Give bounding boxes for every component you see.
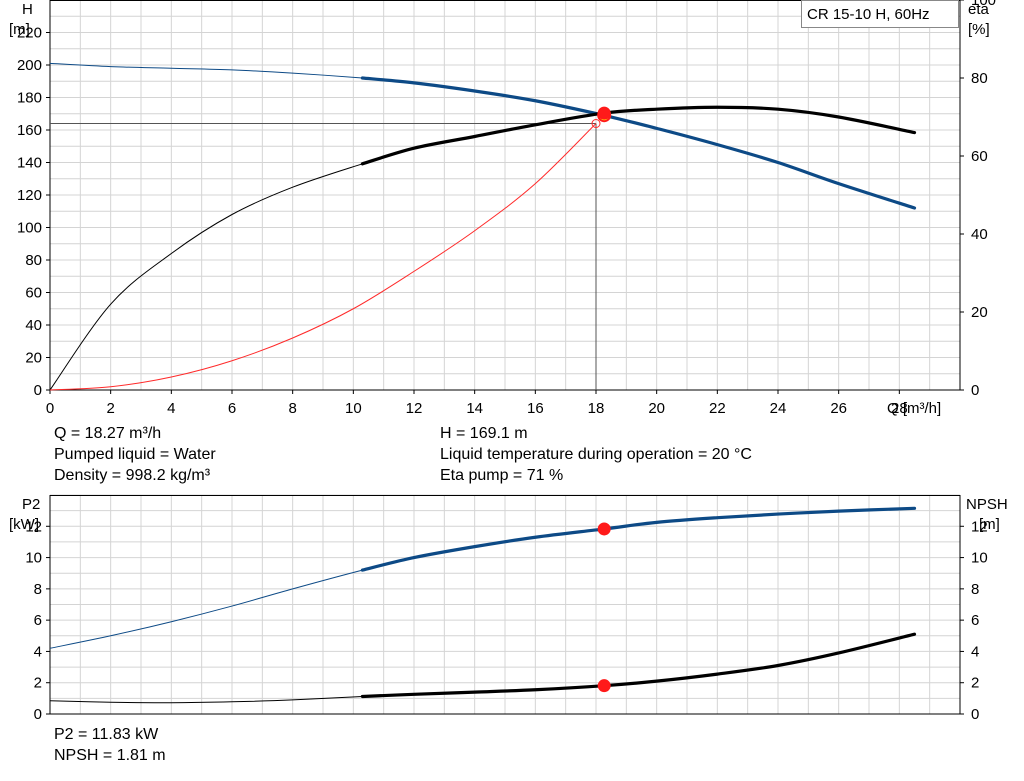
info-npsh: NPSH = 1.81 m [54, 747, 166, 764]
y-left-tick-label: 12 [25, 518, 42, 535]
x-tick-label: 18 [588, 400, 605, 417]
x-tick-label: 10 [345, 400, 362, 417]
x-tick-label: 0 [46, 400, 54, 417]
y-left-tick-label: 180 [17, 90, 42, 107]
x-tick-label: 12 [406, 400, 423, 417]
chart-title: CR 15-10 H, 60Hz [807, 6, 930, 23]
power-curve-extended [49, 507, 915, 649]
y-right-tick-label: 40 [971, 226, 988, 243]
x-tick-label: 14 [466, 400, 483, 417]
info-eta: Eta pump = 71 % [440, 467, 564, 484]
info-q: Q = 18.27 m³/h [54, 425, 162, 442]
x-tick-label: 4 [167, 400, 175, 417]
x-tick-label: 2 [106, 400, 114, 417]
y-left-tick-label: 140 [17, 155, 42, 172]
y-left-tick-label: 4 [34, 643, 42, 660]
y-left-tick-label: 20 [25, 350, 42, 367]
y-left-tick-label: 10 [25, 550, 42, 567]
y-right-tick-label: 6 [971, 612, 979, 629]
plot-frame-1 [49, 495, 961, 715]
y-right-tick-label: 2 [971, 675, 979, 692]
y-right-axis-title: NPSH [966, 496, 1008, 513]
info-h: H = 169.1 m [440, 425, 528, 442]
y-right-axis-unit: [m] [979, 516, 1000, 533]
x-axis-title: Q [m³/h] [887, 400, 941, 417]
y-right-tick-label: 8 [971, 581, 979, 598]
y-left-tick-label: 6 [34, 612, 42, 629]
y-right-tick-label: 60 [971, 148, 988, 165]
efficiency-curve [360, 105, 917, 166]
y-left-tick-label: 80 [25, 252, 42, 269]
x-tick-label: 16 [527, 400, 544, 417]
y-right-axis-unit: [%] [968, 21, 990, 38]
y-right-tick-label: 80 [971, 70, 988, 87]
y-left-tick-label: 60 [25, 285, 42, 302]
y-right-tick-label: 20 [971, 304, 988, 321]
head-curve [360, 76, 917, 210]
info-temperature: Liquid temperature during operation = 20… [440, 446, 752, 463]
y-right-tick-label: 0 [971, 382, 979, 399]
y-left-axis-unit: [kW] [9, 516, 39, 533]
x-tick-label: 22 [709, 400, 726, 417]
y-right-tick-label: 10 [971, 550, 988, 567]
y-left-tick-label: 2 [34, 675, 42, 692]
y-left-tick-label: 100 [17, 220, 42, 237]
duty-point-p2-marker [597, 522, 611, 536]
efficiency-curve-extended [49, 106, 915, 391]
y-left-tick-label: 220 [17, 25, 42, 42]
y-right-axis-title: eta [968, 1, 990, 18]
y-right-tick-label: 100 [971, 0, 996, 9]
npsh-curve [360, 632, 917, 699]
y-right-tick-label: 4 [971, 643, 979, 660]
y-left-tick-label: 200 [17, 57, 42, 74]
x-tick-label: 24 [770, 400, 787, 417]
system-curve-line [49, 123, 597, 391]
x-tick-label: 8 [288, 400, 296, 417]
title-box [801, 0, 959, 28]
x-tick-label: 20 [648, 400, 665, 417]
grid-panel-1 [49, 494, 961, 715]
info-p2: P2 = 11.83 kW [54, 726, 159, 743]
y-right-tick-label: 0 [971, 706, 979, 723]
x-tick-label: 6 [228, 400, 236, 417]
y-left-tick-label: 160 [17, 122, 42, 139]
x-tick-label: 26 [830, 400, 847, 417]
y-left-tick-label: 8 [34, 581, 42, 598]
duty-point-eta-marker [597, 106, 611, 120]
info-density: Density = 998.2 kg/m³ [54, 467, 211, 484]
duty-point-npsh-marker [597, 679, 611, 693]
y-right-tick-label: 12 [971, 518, 988, 535]
power-curve [360, 506, 917, 572]
y-left-axis-unit: [m] [9, 21, 30, 38]
info-liquid: Pumped liquid = Water [54, 446, 216, 463]
y-left-axis-title: P2 [22, 496, 40, 513]
system-curve-end-marker [591, 119, 601, 128]
y-left-tick-label: 120 [17, 187, 42, 204]
y-left-tick-label: 0 [34, 382, 42, 399]
grid-panel-0 [49, 0, 961, 391]
y-left-tick-label: 40 [25, 317, 42, 334]
y-left-tick-label: 0 [34, 706, 42, 723]
x-tick-label: 28 [891, 400, 908, 417]
y-left-axis-title: H [22, 1, 33, 18]
